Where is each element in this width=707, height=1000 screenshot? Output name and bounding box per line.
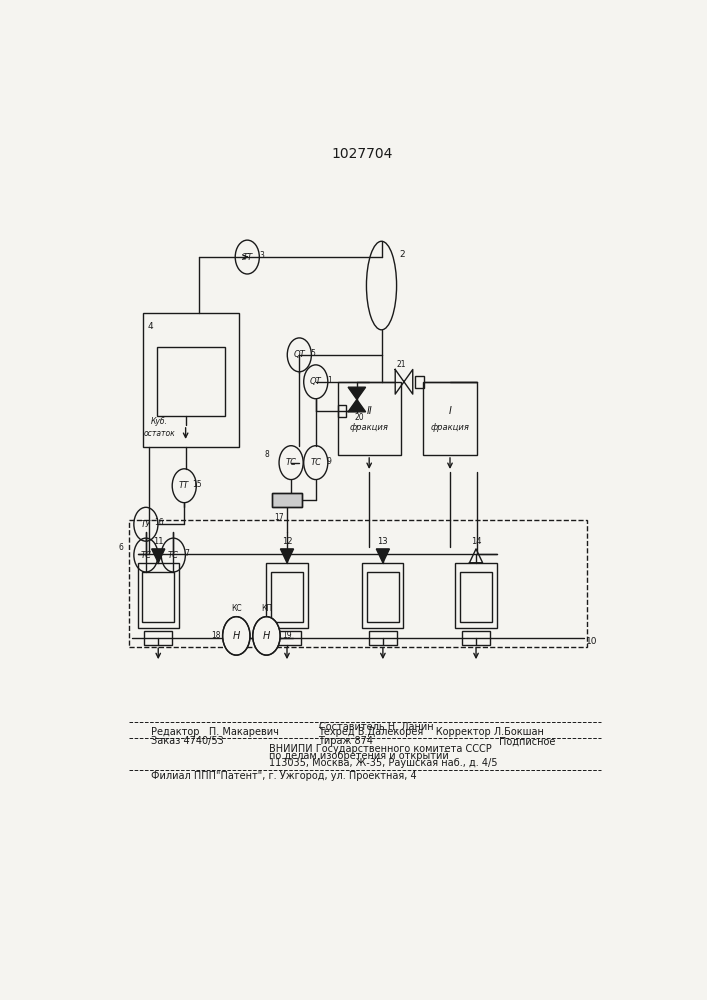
Text: Заказ 4740/53: Заказ 4740/53 [151,736,224,746]
Text: 11: 11 [153,537,163,546]
Text: 10: 10 [585,637,597,646]
Bar [144,313,239,447]
Text: Н: Н [263,631,270,641]
Text: I: I [448,406,452,416]
Bar [423,382,477,455]
Text: ВНИИПИ Государственного комитета СССР: ВНИИПИ Государственного комитета СССР [269,744,492,754]
Text: Составитель Н. Ланин: Составитель Н. Ланин [319,722,433,732]
Bar [272,493,302,507]
Text: Куб.: Куб. [151,417,168,426]
Bar [367,572,399,622]
Bar [338,382,401,455]
Text: 2: 2 [399,250,405,259]
Text: Н: Н [233,631,240,641]
Text: Редактор   П. Макаревич: Редактор П. Макаревич [151,727,279,737]
Bar [460,572,492,622]
Text: QT: QT [293,350,305,359]
Bar [271,572,303,622]
Text: 5: 5 [310,349,315,358]
Text: Подписное: Подписное [499,736,556,746]
Text: по делам изобретения и открытий: по делам изобретения и открытий [269,751,449,761]
Text: ТТ: ТТ [243,253,252,262]
Text: 12: 12 [282,537,292,546]
Text: 8: 8 [264,450,269,459]
Text: КП: КП [261,604,272,613]
Text: 14: 14 [471,537,481,546]
Circle shape [253,617,280,655]
Text: II: II [366,406,372,416]
Text: 19: 19 [282,631,291,640]
Bar [144,631,173,645]
Text: Тираж 874: Тираж 874 [319,736,373,746]
Text: остаток: остаток [144,429,175,438]
Text: ТС: ТС [286,458,297,467]
Circle shape [223,617,250,655]
Text: 17: 17 [274,513,284,522]
Polygon shape [348,387,366,400]
Bar [129,520,587,647]
Polygon shape [281,549,293,563]
Text: 15: 15 [192,480,202,489]
Text: ТС: ТС [310,458,321,467]
Bar [157,347,226,416]
Text: 3: 3 [259,251,264,260]
Text: 21: 21 [397,360,406,369]
Polygon shape [348,400,366,412]
Text: фракция: фракция [431,423,469,432]
Bar [416,376,424,388]
Bar [462,631,490,645]
Text: 6: 6 [119,543,124,552]
Text: Филиал ППП"Патент", г. Ужгород, ул. Проектная, 4: Филиал ППП"Патент", г. Ужгород, ул. Прое… [151,771,417,781]
Bar [338,405,346,417]
Text: 9: 9 [327,457,332,466]
Text: ТУ: ТУ [141,520,151,529]
Text: 18: 18 [211,631,221,640]
Bar [363,563,404,628]
Text: 1027704: 1027704 [332,147,393,161]
Bar [272,493,302,507]
Text: 113035, Москва, Ж-35, Раушская наб., д. 4/5: 113035, Москва, Ж-35, Раушская наб., д. … [269,758,498,768]
Text: ТТ: ТТ [179,481,189,490]
Text: 16: 16 [154,518,164,527]
Text: 1: 1 [327,376,332,385]
Text: Техред В.Далекорея    Корректор Л.Бокшан: Техред В.Далекорея Корректор Л.Бокшан [319,727,544,737]
Text: 7: 7 [184,549,189,558]
Bar [369,631,397,645]
Polygon shape [376,549,390,563]
Text: фракция: фракция [350,423,389,432]
Text: ТС: ТС [168,551,179,560]
Text: КС: КС [231,604,242,613]
Bar [138,563,179,628]
Polygon shape [152,549,165,563]
Bar [273,631,301,645]
Text: 4: 4 [148,322,153,331]
Text: ТС: ТС [141,551,151,560]
Text: 20: 20 [355,413,364,422]
Bar [455,563,496,628]
Bar [142,572,175,622]
Text: QT: QT [310,377,322,386]
Text: 13: 13 [378,537,388,546]
Bar [267,563,308,628]
